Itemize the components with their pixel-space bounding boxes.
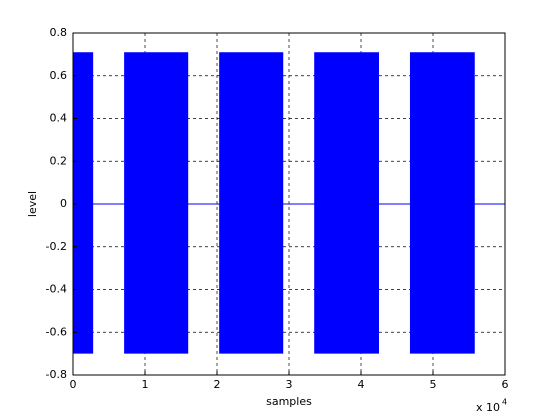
y-tick-label: 0.6 — [50, 69, 68, 82]
y-axis-label: level — [26, 191, 39, 217]
y-tick-label: 0.8 — [50, 26, 68, 39]
y-tick-label: -0.8 — [46, 368, 67, 381]
x-multiplier: x 10 — [476, 401, 500, 414]
x-tick-label: 2 — [214, 378, 221, 391]
y-tick-label: 0.2 — [50, 154, 68, 167]
y-tick-label: 0.4 — [50, 112, 68, 125]
x-tick-label: 1 — [142, 378, 149, 391]
x-tick-label: 3 — [286, 378, 293, 391]
signal-burst — [314, 52, 379, 354]
x-tick-label: 4 — [358, 378, 365, 391]
x-multiplier-exponent: 4 — [502, 398, 507, 407]
signal-burst — [73, 52, 94, 354]
y-tick-label: -0.4 — [46, 283, 67, 296]
y-tick-label: -0.2 — [46, 240, 67, 253]
x-tick-label: 0 — [70, 378, 77, 391]
x-tick-label: 5 — [430, 378, 437, 391]
signal-burst — [124, 52, 189, 354]
x-axis-label: samples — [266, 395, 312, 408]
signal-burst — [409, 52, 475, 354]
signal-burst — [219, 52, 284, 354]
y-tick-label: 0 — [60, 197, 67, 210]
x-tick-label: 6 — [502, 378, 509, 391]
y-tick-label: -0.6 — [46, 325, 67, 338]
